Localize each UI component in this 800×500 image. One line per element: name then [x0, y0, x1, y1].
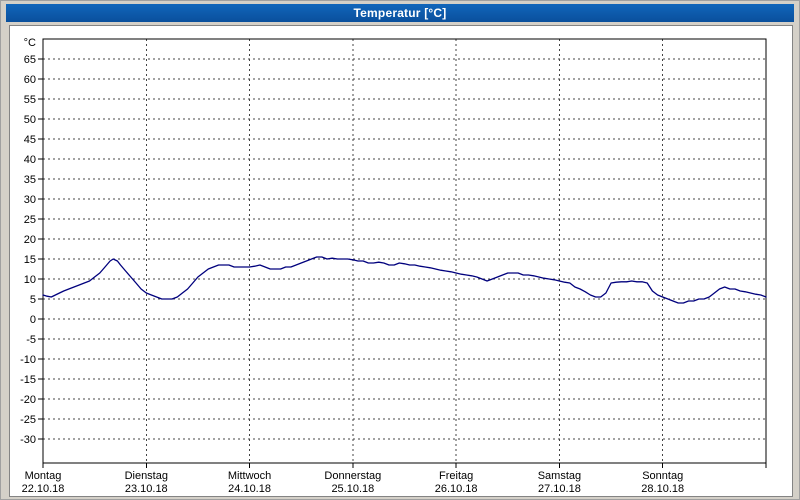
- window-title: Temperatur [°C]: [353, 6, 447, 20]
- svg-text:10: 10: [24, 274, 36, 286]
- svg-text:-5: -5: [26, 334, 36, 346]
- svg-text:-25: -25: [20, 414, 36, 426]
- svg-text:55: 55: [24, 94, 36, 106]
- svg-text:25: 25: [24, 214, 36, 226]
- svg-text:20: 20: [24, 234, 36, 246]
- svg-text:-10: -10: [20, 354, 36, 366]
- svg-text:Samstag: Samstag: [538, 470, 581, 482]
- svg-text:Donnerstag: Donnerstag: [324, 470, 381, 482]
- svg-text:40: 40: [24, 154, 36, 166]
- svg-text:24.10.18: 24.10.18: [228, 483, 271, 493]
- svg-text:35: 35: [24, 174, 36, 186]
- svg-text:Mittwoch: Mittwoch: [228, 470, 271, 482]
- svg-text:-30: -30: [20, 434, 36, 446]
- svg-text:Sonntag: Sonntag: [642, 470, 683, 482]
- svg-text:28.10.18: 28.10.18: [641, 483, 684, 493]
- svg-text:26.10.18: 26.10.18: [435, 483, 478, 493]
- chart-panel: 65 60 55 50 45 40 35 30 25 20 15 10 5 0 -5 -10 -15 -20 -25…: [9, 25, 793, 497]
- svg-text:65: 65: [24, 54, 36, 66]
- svg-text:°C: °C: [24, 37, 36, 49]
- svg-text:23.10.18: 23.10.18: [125, 483, 168, 493]
- svg-text:0: 0: [30, 314, 36, 326]
- svg-text:15: 15: [24, 254, 36, 266]
- svg-text:60: 60: [24, 74, 36, 86]
- svg-text:Montag: Montag: [25, 470, 62, 482]
- svg-text:Freitag: Freitag: [439, 470, 473, 482]
- svg-text:-15: -15: [20, 374, 36, 386]
- svg-text:Dienstag: Dienstag: [125, 470, 168, 482]
- svg-text:50: 50: [24, 114, 36, 126]
- temperature-chart-svg: 65605550454035302520151050-5-10-15-20-25…: [20, 37, 767, 493]
- svg-text:45: 45: [24, 134, 36, 146]
- window-title-bar: Temperatur [°C]: [6, 4, 794, 22]
- svg-text:-20: -20: [20, 394, 36, 406]
- svg-text:22.10.18: 22.10.18: [22, 483, 65, 493]
- svg-text:27.10.18: 27.10.18: [538, 483, 581, 493]
- svg-text:25.10.18: 25.10.18: [331, 483, 374, 493]
- svg-text:5: 5: [30, 294, 36, 306]
- svg-text:30: 30: [24, 194, 36, 206]
